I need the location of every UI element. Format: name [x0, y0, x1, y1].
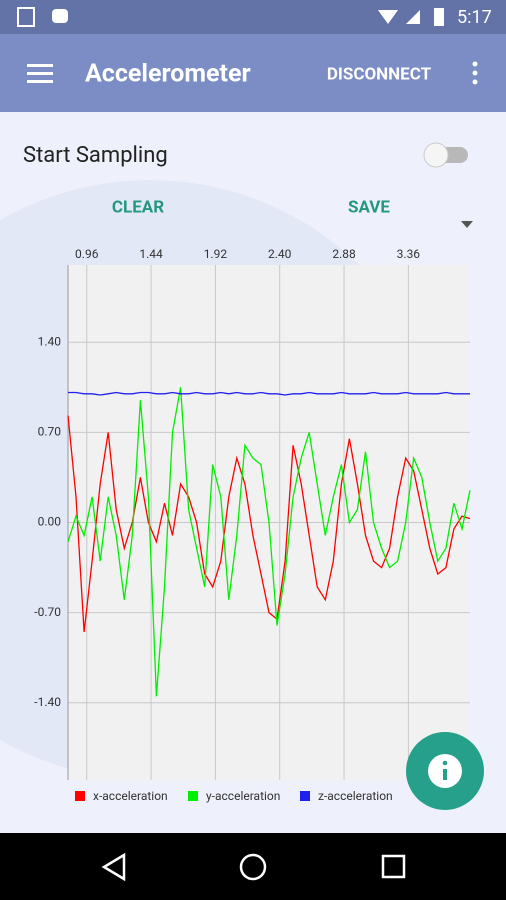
- legend-swatch: [300, 791, 310, 801]
- overflow-menu[interactable]: [472, 61, 478, 85]
- series-line: [67, 387, 471, 697]
- disconnect-button[interactable]: DISCONNECT: [327, 64, 432, 84]
- y-tick-label: -1.40: [34, 695, 61, 709]
- dot: [472, 61, 478, 67]
- info-stem: [443, 769, 447, 780]
- menu-line: [27, 64, 53, 67]
- menu-line: [27, 72, 53, 75]
- wifi-icon: [378, 10, 398, 24]
- status-bar: [0, 0, 506, 34]
- app-bar: [0, 34, 506, 112]
- info-button[interactable]: [406, 732, 484, 810]
- app-title: Accelerometer: [85, 60, 251, 89]
- series-line: [67, 415, 471, 632]
- info-dot: [442, 760, 448, 766]
- legend-swatch: [75, 791, 85, 801]
- x-tick-label: 3.36: [397, 247, 421, 261]
- legend-label: z-acceleration: [318, 789, 393, 803]
- back-button[interactable]: [101, 852, 126, 882]
- legend-label: y-acceleration: [206, 789, 280, 803]
- clear-button[interactable]: CLEAR: [112, 197, 164, 217]
- dropdown-arrow[interactable]: [461, 221, 473, 228]
- series-line: [68, 391, 470, 396]
- sampling-switch[interactable]: [423, 142, 468, 168]
- signal-icon: [406, 10, 420, 24]
- y-tick-label: 0.70: [38, 425, 62, 439]
- x-tick-label: 1.92: [204, 247, 228, 261]
- x-tick-label: 0.96: [75, 247, 99, 261]
- legend-swatch: [188, 791, 198, 801]
- dot: [472, 79, 478, 85]
- x-tick-label: 2.40: [268, 247, 292, 261]
- download-icon: [17, 7, 35, 27]
- menu-button[interactable]: [27, 64, 53, 83]
- android-icon: [52, 9, 68, 23]
- legend-label: x-acceleration: [93, 789, 168, 803]
- switch-thumb: [423, 142, 449, 168]
- nav-bar: [0, 833, 506, 900]
- battery-icon: [434, 8, 444, 26]
- recents-button[interactable]: [381, 854, 406, 879]
- sampling-label: Start Sampling: [23, 143, 168, 168]
- y-tick-label: 1.40: [38, 334, 62, 348]
- menu-line: [27, 80, 53, 83]
- dot: [472, 70, 478, 76]
- clock: 5:17: [457, 7, 492, 28]
- chart: 0.96 1.44 1.92 2.40 2.88 3.36 1.40 0.70 0.00 -0.7…: [34, 247, 471, 803]
- y-tick-label: 0.00: [38, 515, 62, 529]
- save-button[interactable]: SAVE: [348, 197, 390, 217]
- home-button[interactable]: [239, 853, 267, 881]
- y-tick-label: -0.70: [34, 605, 61, 619]
- x-tick-label: 2.88: [332, 247, 356, 261]
- x-tick-label: 1.44: [139, 247, 163, 261]
